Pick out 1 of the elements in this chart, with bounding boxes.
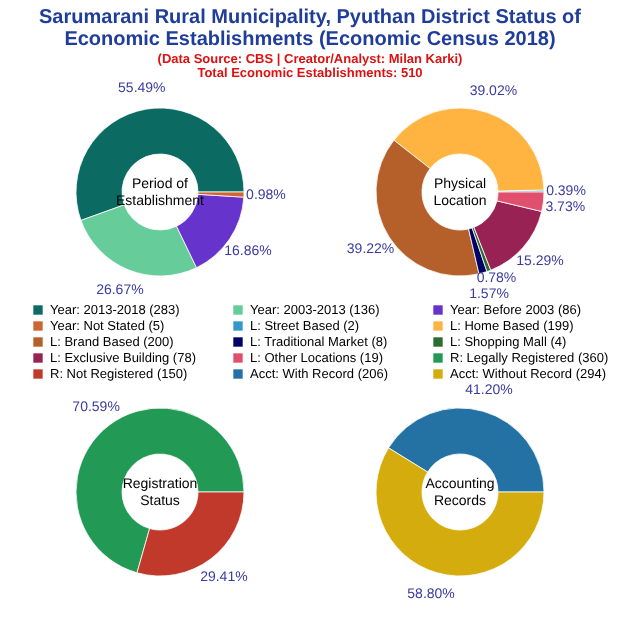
text: Sarumarani Rural Municipality, Pyuthan District Status of Economic Establishments (Economic Census 2018) (39, 6, 583, 51)
